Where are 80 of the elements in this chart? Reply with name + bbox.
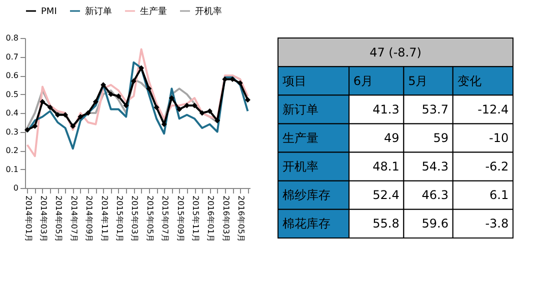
point — [244, 97, 250, 103]
category-label: 新订单 — [282, 102, 318, 116]
y-tick-label: 0.7 — [6, 52, 18, 62]
text: 52.4 — [372, 188, 400, 202]
x-tick-label: 2014年01月 — [24, 196, 33, 242]
point — [154, 104, 160, 110]
text: 49 — [384, 131, 400, 145]
text: 55.8 — [372, 216, 400, 231]
point — [32, 123, 38, 129]
text: 53.7 — [422, 102, 449, 116]
point — [168, 95, 174, 101]
point — [146, 86, 152, 92]
text: 48.1 — [372, 160, 400, 174]
point — [24, 127, 30, 133]
x-tick-label: 2015年11月 — [191, 196, 200, 242]
legend-label: 开机率 — [195, 6, 222, 17]
x-tick-label: 2014年05月 — [54, 196, 64, 242]
text: 46.3 — [422, 188, 449, 202]
legend-label: 新订单 — [85, 6, 112, 17]
point — [206, 108, 212, 114]
y-tick-label: 0.2 — [6, 146, 18, 155]
y-tick-label: 0.4 — [6, 108, 18, 118]
text: -12.4 — [478, 102, 509, 116]
x-tick-label: 2016年03月 — [221, 196, 230, 242]
point — [85, 110, 91, 116]
point — [54, 112, 60, 118]
category-label: 棉纱库存 — [282, 188, 330, 202]
x-tick-label: 2016年05月 — [236, 196, 246, 242]
text: -3.8 — [485, 216, 509, 231]
x-tick-label: 2014年03月 — [38, 196, 48, 242]
line-series — [26, 61, 249, 150]
y-tick-label: 0.6 — [6, 71, 18, 80]
category-label: 生产量 — [282, 131, 318, 145]
category-label: 变化 — [457, 74, 482, 88]
line-series — [26, 48, 249, 158]
x-tick-label: 2014年11月 — [100, 196, 109, 242]
point — [62, 112, 68, 118]
point — [116, 93, 122, 99]
point — [92, 99, 98, 104]
category-label: 6月 — [353, 74, 374, 88]
point — [199, 110, 205, 116]
category-label: 项目 — [282, 74, 306, 88]
x-tick-label: 2015年09月 — [176, 196, 185, 242]
category-label: 棉花库存 — [282, 216, 330, 231]
x-tick-label: 2016年01月 — [206, 196, 216, 242]
x-tick-label: 2015年05月 — [145, 196, 154, 242]
x-tick-label: 2015年03月 — [130, 196, 140, 242]
point — [176, 106, 182, 112]
text: 47 (-8.7) — [370, 45, 422, 60]
point — [108, 92, 114, 97]
point — [123, 102, 129, 108]
text: 59.6 — [422, 216, 449, 231]
text: 41.3 — [372, 102, 400, 116]
point — [78, 114, 84, 120]
point — [40, 99, 46, 104]
x-tick-label: 2015年01月 — [114, 196, 124, 242]
text: 59 — [433, 131, 449, 145]
y-tick-label: 0.8 — [6, 34, 18, 42]
y-tick-label: 0 — [13, 184, 18, 192]
text: -10 — [489, 131, 509, 145]
legend-label: PMI — [41, 7, 57, 17]
y-tick-label: 0.3 — [6, 127, 18, 136]
point — [47, 104, 53, 110]
category-label: 5月 — [408, 74, 428, 88]
x-tick-label: 2014年07月 — [69, 196, 78, 242]
point — [70, 123, 76, 129]
point — [100, 82, 106, 88]
category-label: 开机率 — [282, 160, 318, 174]
y-tick-label: 0.5 — [6, 90, 18, 99]
point — [214, 118, 220, 124]
legend-label: 生产量 — [140, 6, 167, 17]
x-tick-label: 2014年09月 — [84, 196, 94, 242]
y-tick-label: 0.1 — [6, 164, 18, 174]
x-tick-label: 2015年07月 — [160, 196, 170, 242]
point — [130, 78, 136, 84]
text: 6.1 — [490, 188, 509, 202]
text: -6.2 — [485, 160, 509, 174]
point — [138, 65, 144, 71]
text: 54.3 — [422, 160, 449, 174]
point — [237, 80, 243, 86]
